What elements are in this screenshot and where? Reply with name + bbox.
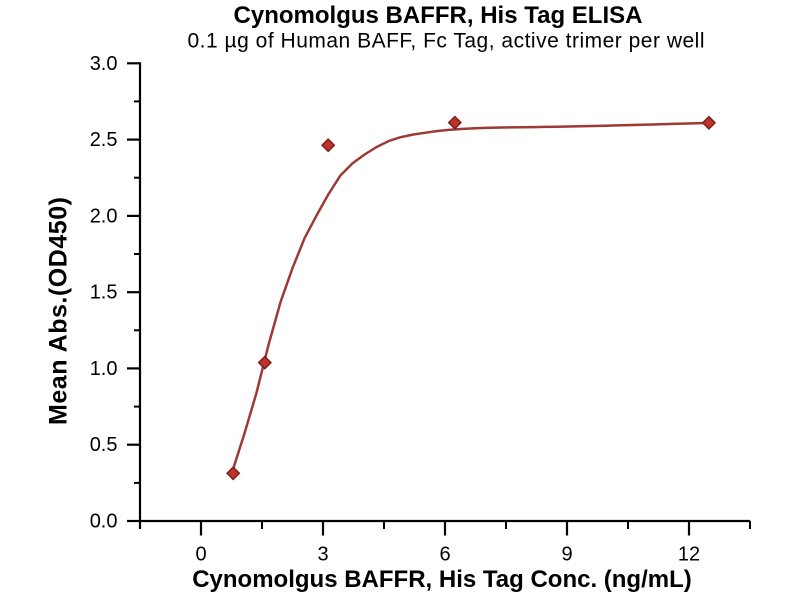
svg-text:9: 9 [561, 544, 572, 566]
svg-text:Mean Abs.(OD450): Mean Abs.(OD450) [45, 197, 73, 425]
svg-text:0.5: 0.5 [90, 434, 118, 456]
svg-text:12: 12 [678, 544, 700, 566]
svg-text:1.5: 1.5 [90, 282, 118, 304]
svg-text:Cynomolgus BAFFR, His Tag ELIS: Cynomolgus BAFFR, His Tag ELISA [234, 2, 643, 29]
svg-text:2.5: 2.5 [90, 129, 118, 151]
svg-text:1.0: 1.0 [90, 358, 118, 380]
svg-text:3.0: 3.0 [90, 53, 118, 75]
svg-text:2.0: 2.0 [90, 205, 118, 227]
svg-text:0.1 µg of Human BAFF, Fc Tag,: 0.1 µg of Human BAFF, Fc Tag, active tri… [188, 30, 705, 53]
svg-text:3: 3 [317, 544, 328, 566]
svg-text:Cynomolgus BAFFR, His Tag Conc: Cynomolgus BAFFR, His Tag Conc. (ng/mL) [192, 566, 692, 593]
svg-text:6: 6 [439, 544, 450, 566]
svg-text:0: 0 [195, 544, 206, 566]
svg-text:0.0: 0.0 [90, 511, 118, 533]
